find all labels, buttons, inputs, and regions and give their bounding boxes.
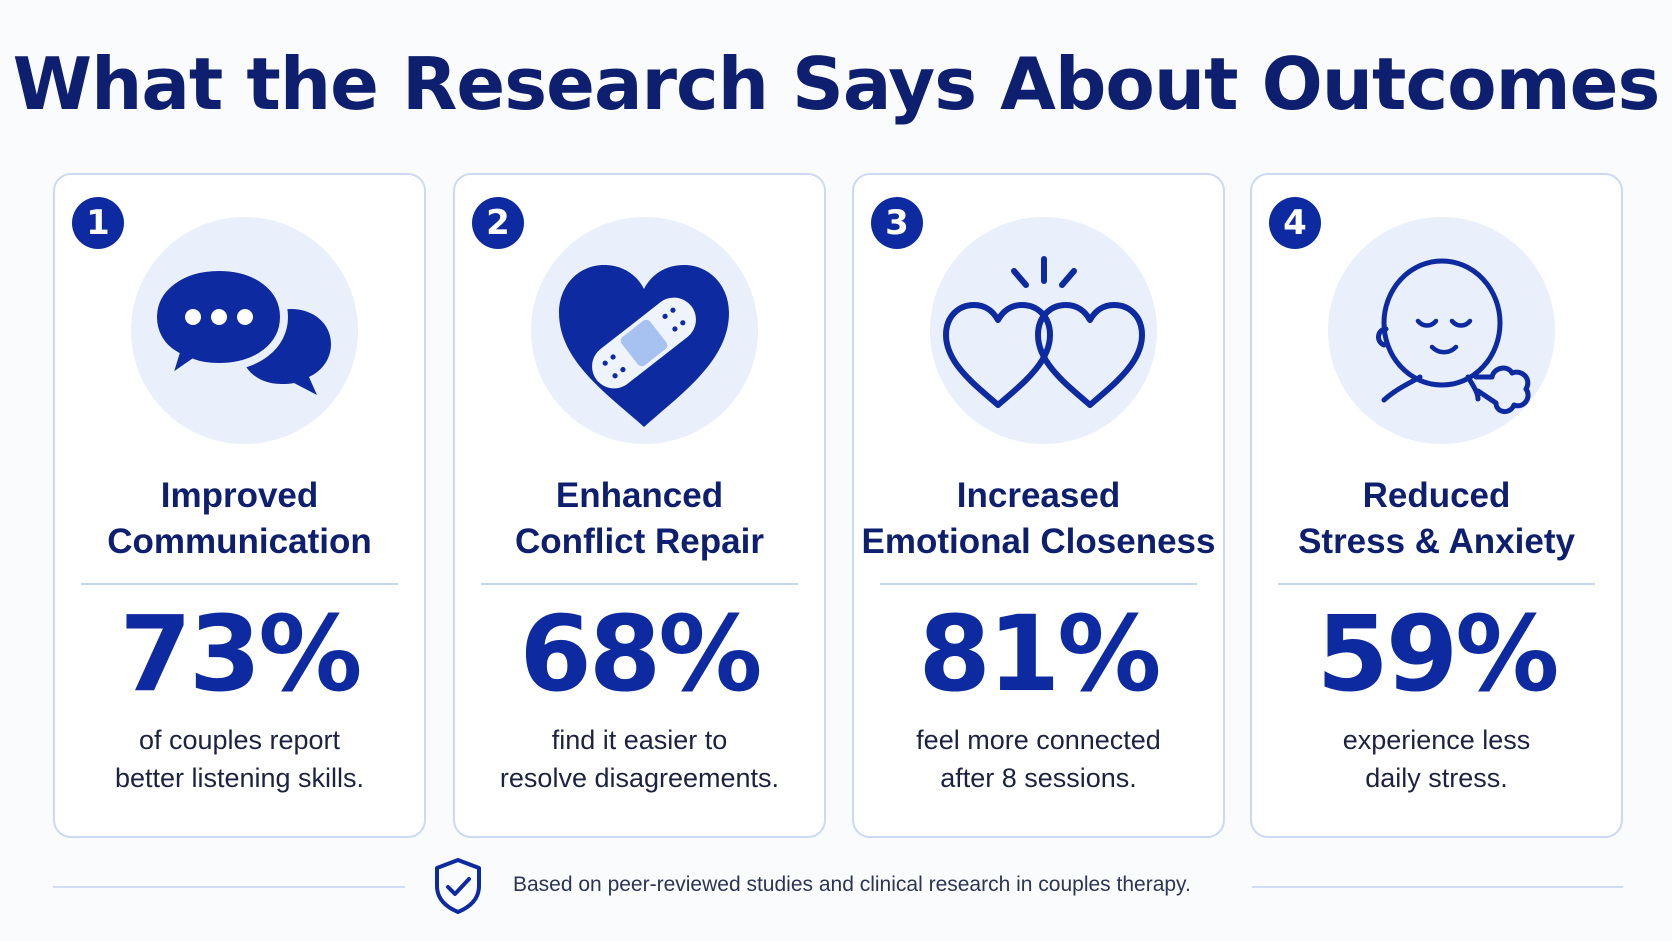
outcome-heading: Increased Emotional Closeness <box>854 473 1223 565</box>
footer-divider-left <box>53 886 405 888</box>
description-line: resolve disagreements. <box>499 763 780 793</box>
heading-line: Enhanced <box>555 476 724 515</box>
outcome-stat: 73% <box>119 593 363 715</box>
heading-line: Stress & Anxiety <box>1298 522 1575 561</box>
icon-circle <box>930 217 1157 444</box>
page-title: What the Research Says About Outcomes <box>12 42 1661 126</box>
outcome-card-communication: 1 Improved Communication 73% of couples … <box>53 173 426 838</box>
description-line: find it easier to <box>551 725 728 755</box>
linked-hearts-icon <box>943 256 1145 408</box>
footer-divider-right <box>1252 886 1623 888</box>
outcome-stat: 68% <box>519 593 763 715</box>
icon-circle <box>531 217 758 444</box>
outcome-description: of couples report better listening skill… <box>55 721 424 797</box>
outcome-card-emotional-closeness: 3 Increased Emotional Closeness 81% feel… <box>852 173 1225 838</box>
heading-line: Conflict Repair <box>515 522 764 561</box>
icon-circle <box>1328 217 1555 444</box>
description-line: after 8 sessions. <box>940 763 1137 793</box>
number-badge: 1 <box>72 197 124 249</box>
outcome-stat: 59% <box>1316 593 1560 715</box>
outcome-heading: Reduced Stress & Anxiety <box>1252 473 1621 565</box>
heading-line: Communication <box>107 522 372 561</box>
calm-face-icon <box>1376 258 1531 414</box>
number-badge: 2 <box>472 197 524 249</box>
footer-note: Based on peer-reviewed studies and clini… <box>513 873 1191 896</box>
bandaged-heart-icon <box>559 265 729 427</box>
description-line: experience less <box>1342 725 1531 755</box>
shield-check-icon <box>435 858 481 914</box>
heading-line: Increased <box>956 476 1121 515</box>
number-badge: 4 <box>1269 197 1321 249</box>
divider <box>81 583 398 585</box>
outcome-stat: 81% <box>918 593 1162 715</box>
outcome-description: feel more connected after 8 sessions. <box>854 721 1223 797</box>
outcome-card-conflict-repair: 2 Enhanced Conflict Repair 68% find it e… <box>453 173 826 838</box>
number-badge: 3 <box>871 197 923 249</box>
outcome-card-stress-anxiety: 4 Reduced Stress & Anxiety 59% experienc… <box>1250 173 1623 838</box>
divider <box>880 583 1197 585</box>
heading-line: Emotional Closeness <box>861 522 1216 561</box>
heading-line: Reduced <box>1362 476 1511 515</box>
outcome-heading: Improved Communication <box>55 473 424 565</box>
divider <box>481 583 798 585</box>
description-line: better listening skills. <box>114 763 365 793</box>
speech-bubbles-icon <box>148 262 331 395</box>
outcome-description: find it easier to resolve disagreements. <box>455 721 824 797</box>
outcome-heading: Enhanced Conflict Repair <box>455 473 824 565</box>
description-line: of couples report <box>138 725 341 755</box>
icon-circle <box>131 217 358 444</box>
divider <box>1278 583 1595 585</box>
description-line: daily stress. <box>1365 763 1508 793</box>
description-line: feel more connected <box>916 725 1161 755</box>
outcome-description: experience less daily stress. <box>1252 721 1621 797</box>
heading-line: Improved <box>160 476 319 515</box>
